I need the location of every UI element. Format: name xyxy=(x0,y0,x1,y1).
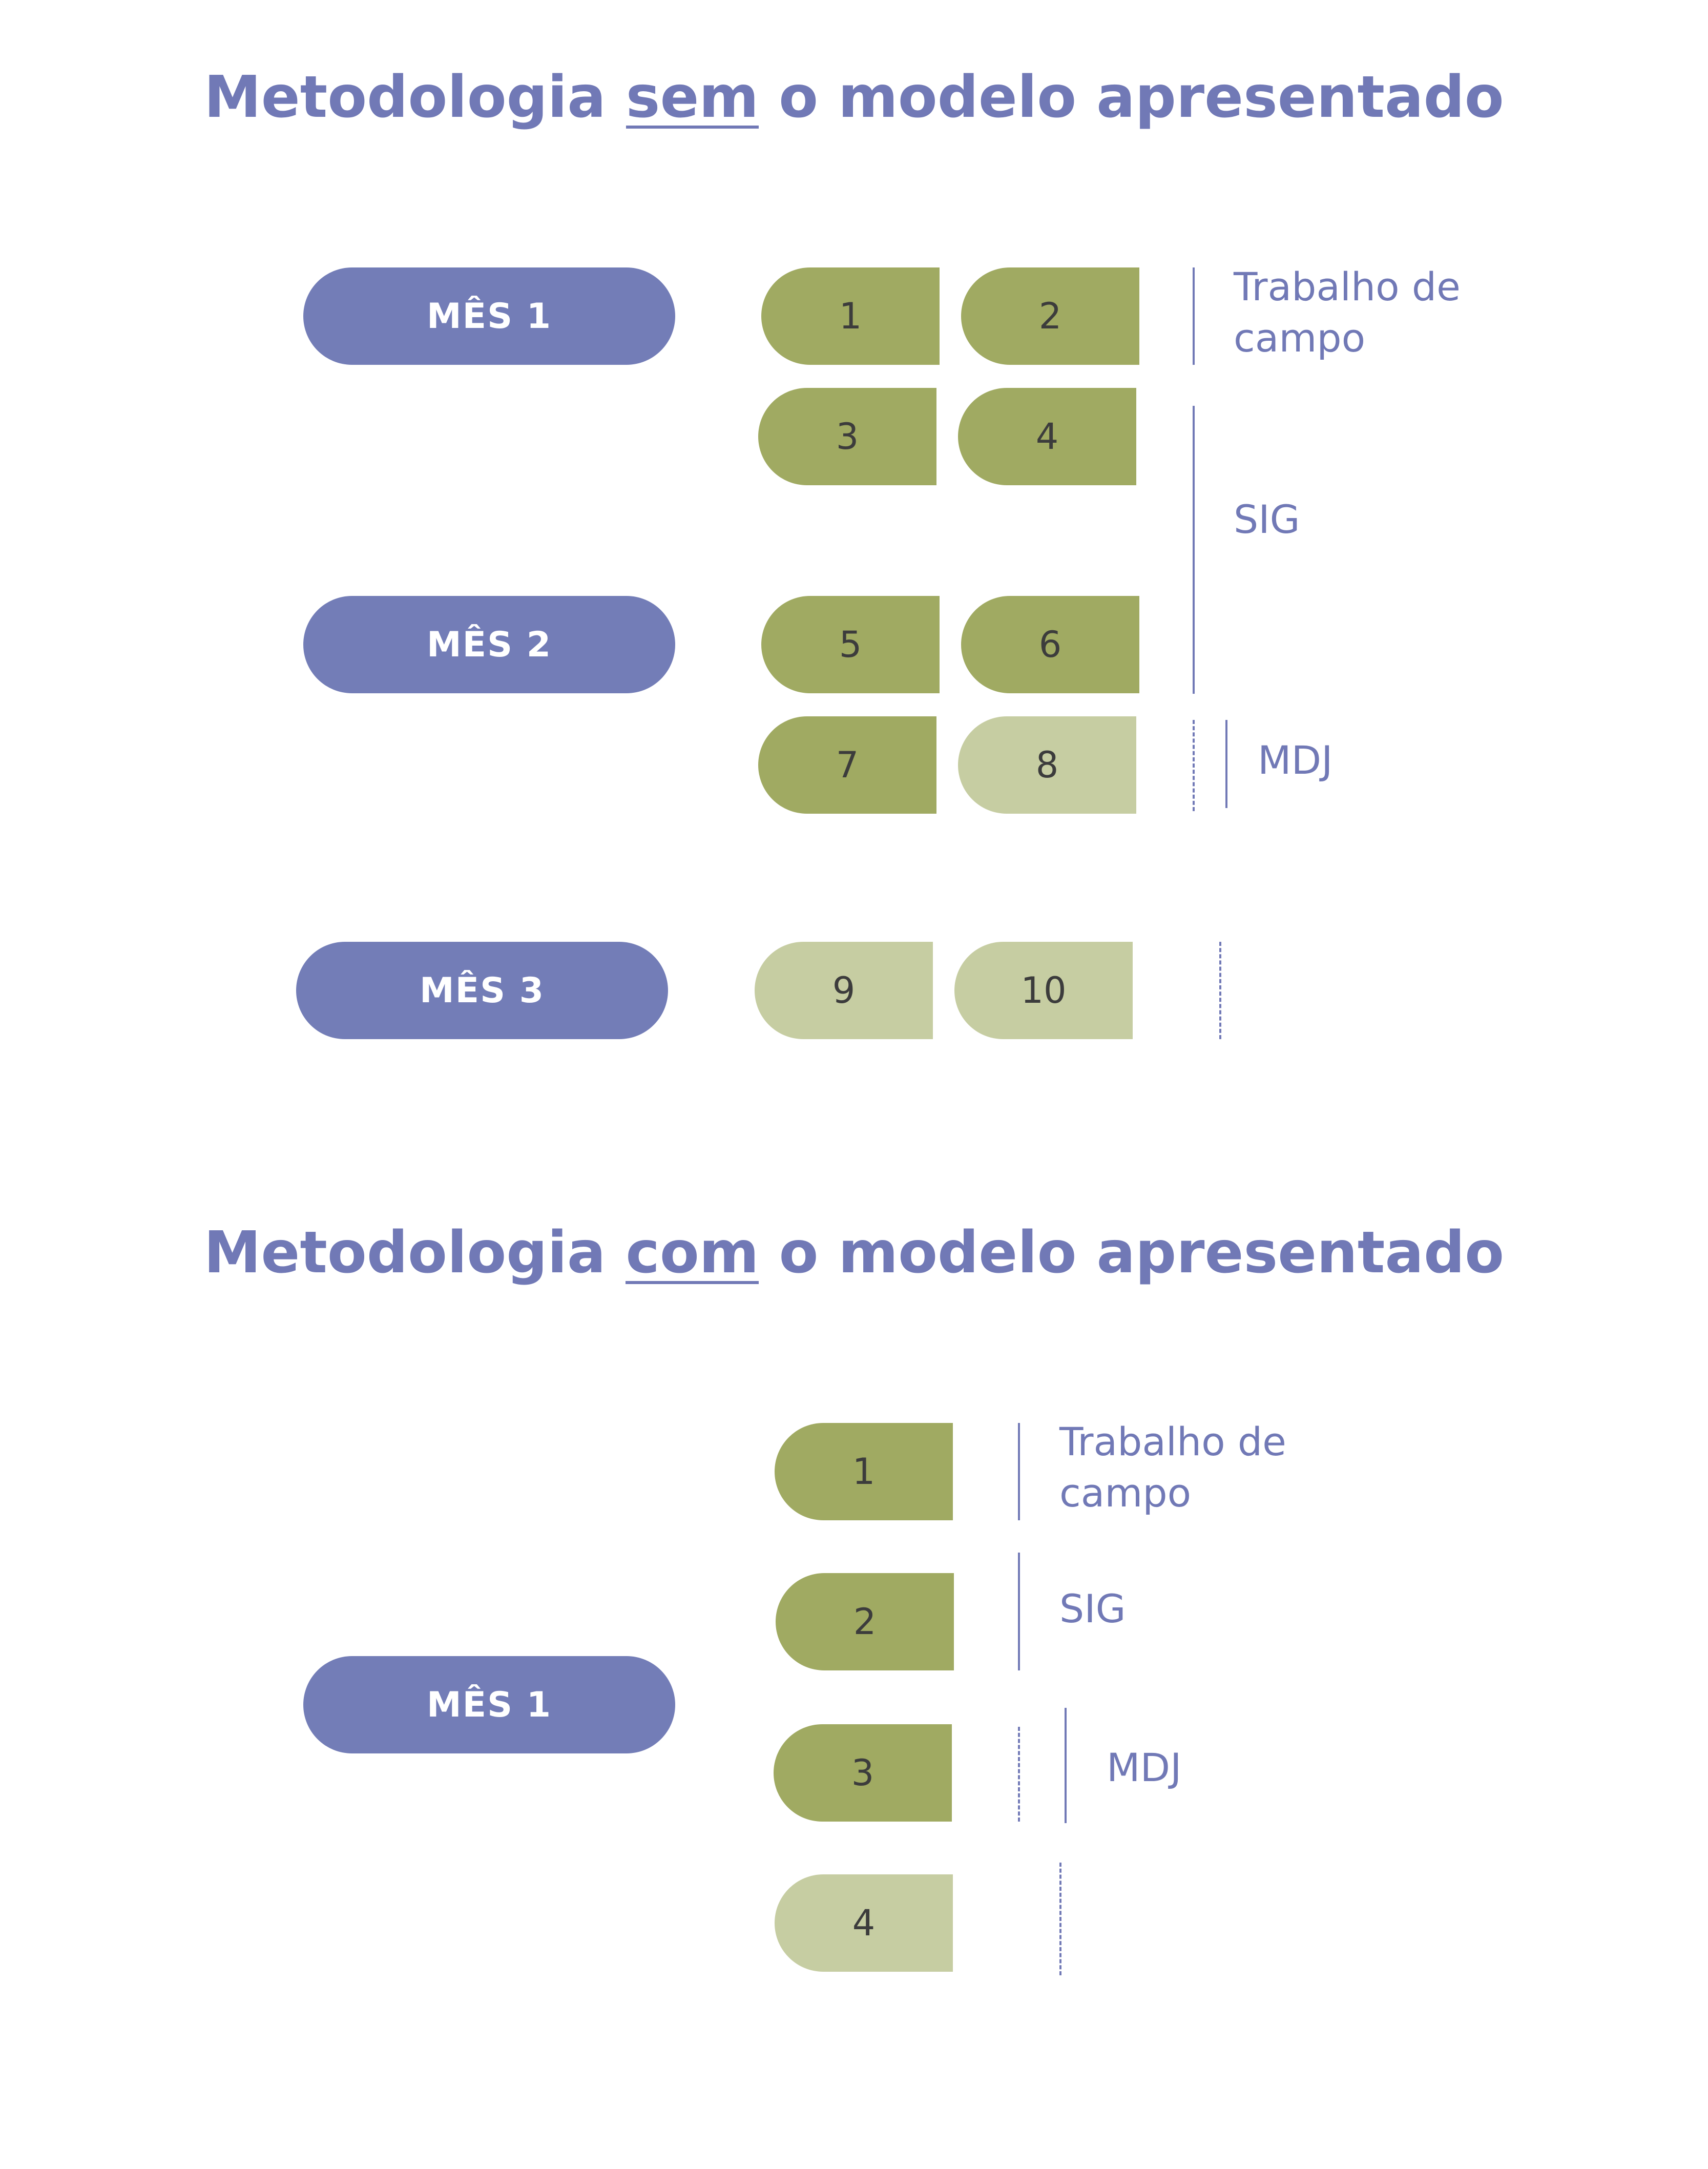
title-suffix: o modelo apresentado xyxy=(779,1220,1505,1286)
title-suffix: o modelo apresentado xyxy=(779,64,1504,131)
label-mdj: MDJ xyxy=(1258,737,1333,783)
label-trabalho-de-campo: Trabalho de campo xyxy=(1059,1419,1286,1516)
title-highlight: sem xyxy=(626,64,759,131)
task-block-5: 5 xyxy=(761,596,940,693)
month-pill-2: MÊS 2 xyxy=(303,596,675,693)
label-sig: SIG xyxy=(1059,1586,1126,1631)
task-block-10: 10 xyxy=(954,942,1133,1039)
task-block-4: 4 xyxy=(958,388,1136,485)
title-prefix: Metodologia xyxy=(203,1220,606,1286)
title-prefix: Metodologia xyxy=(204,64,606,131)
bracket-mdj xyxy=(1065,1708,1067,1823)
month-pill-3: MÊS 3 xyxy=(296,942,668,1039)
bracket-sig xyxy=(1193,406,1195,694)
title-highlight: com xyxy=(626,1220,759,1286)
label-sig: SIG xyxy=(1234,497,1300,542)
task-block-2: 2 xyxy=(961,267,1139,365)
dashed-line-month-3 xyxy=(1219,942,1221,1039)
task-block-7: 7 xyxy=(758,716,936,814)
task-block-1: 1 xyxy=(775,1423,953,1520)
label-trabalho-de-campo: Trabalho de campo xyxy=(1234,264,1461,361)
task-block-1: 1 xyxy=(761,267,940,365)
label-mdj: MDJ xyxy=(1107,1745,1182,1790)
dashed-line-mdj xyxy=(1193,720,1195,811)
task-block-3: 3 xyxy=(774,1724,952,1822)
bracket-mdj xyxy=(1225,720,1227,808)
task-block-2: 2 xyxy=(776,1573,954,1670)
section-title-com: Metodologia com o modelo apresentado xyxy=(0,1217,1708,1289)
dashed-line-block-4 xyxy=(1059,1863,1061,1975)
dashed-line-mdj xyxy=(1018,1727,1020,1822)
task-block-3: 3 xyxy=(758,388,936,485)
month-pill-1: MÊS 1 xyxy=(303,1656,675,1753)
task-block-6: 6 xyxy=(961,596,1139,693)
task-block-4: 4 xyxy=(775,1874,953,1972)
task-block-9: 9 xyxy=(755,942,933,1039)
bracket-trabalho xyxy=(1193,267,1195,365)
section-title-sem: Metodologia sem o modelo apresentado xyxy=(0,61,1708,133)
bracket-sig xyxy=(1018,1553,1020,1670)
month-pill-1: MÊS 1 xyxy=(303,267,675,365)
bracket-trabalho xyxy=(1018,1423,1020,1520)
task-block-8: 8 xyxy=(958,716,1136,814)
